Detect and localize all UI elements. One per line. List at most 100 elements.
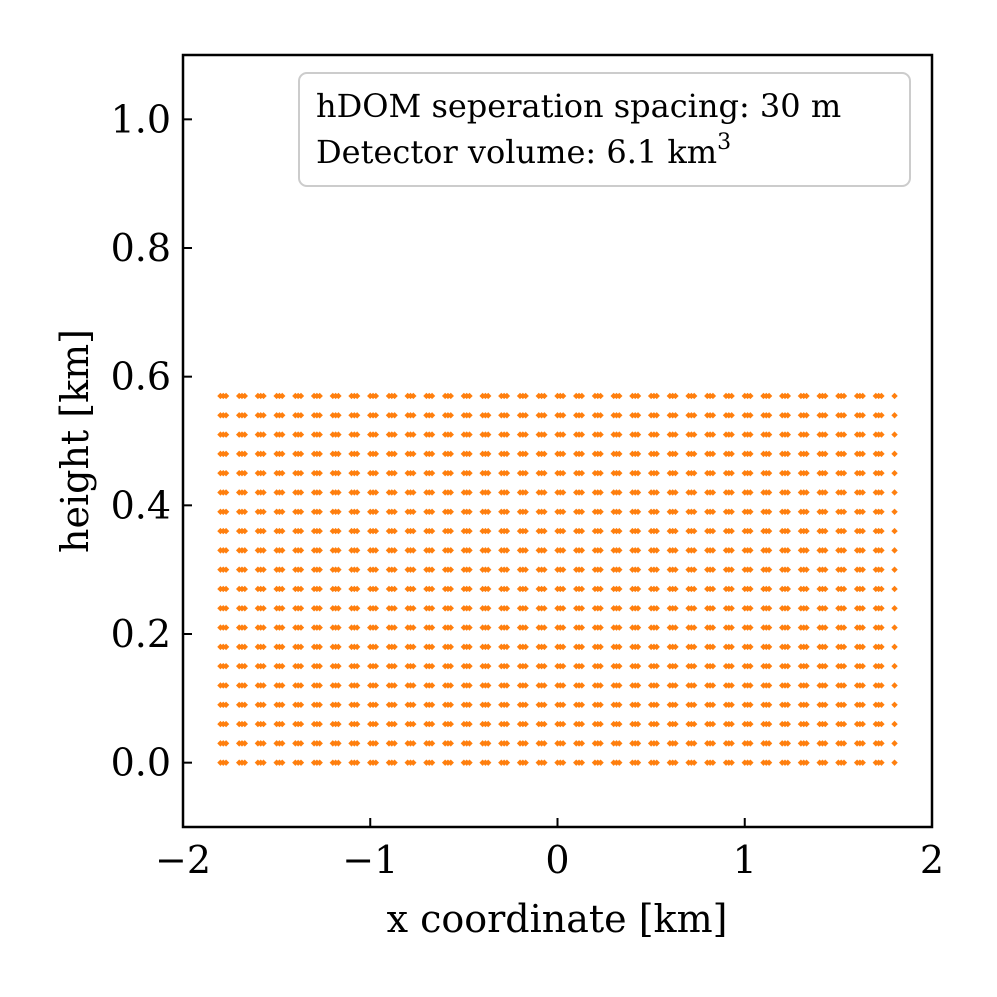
hdom-point (335, 566, 342, 573)
hdom-point (222, 469, 230, 477)
hdom-point (803, 547, 810, 554)
hdom-point (634, 759, 642, 766)
hdom-point (503, 566, 511, 573)
hdom-point (690, 662, 698, 670)
hdom-point (428, 720, 436, 728)
hdom-point (784, 431, 792, 438)
legend-line-spacing: hDOM seperation spacing: 30 m (316, 87, 841, 125)
hdom-point (297, 701, 305, 708)
hdom-point (522, 643, 529, 651)
hdom-point (709, 412, 717, 419)
hdom-point (279, 547, 286, 554)
hdom-point (316, 662, 323, 670)
hdom-point (410, 585, 417, 593)
hdom-point (391, 720, 398, 728)
hdom-point (672, 759, 679, 766)
x-axis-ticks: −2 −1 0 1 2 (155, 818, 944, 882)
hdom-point (891, 701, 898, 708)
hdom-point (428, 469, 436, 477)
hdom-point (466, 547, 473, 554)
hdom-point (410, 412, 417, 419)
y-tick-label: 0.8 (111, 226, 171, 270)
hdom-point (634, 566, 642, 573)
hdom-point (279, 412, 286, 419)
hdom-point (447, 469, 454, 477)
hdom-point (765, 662, 773, 670)
hdom-point (597, 527, 604, 535)
hdom-point (391, 701, 398, 708)
hdom-point (391, 740, 398, 747)
hdom-point (672, 605, 679, 612)
hdom-point (878, 759, 885, 766)
hdom-point (391, 450, 398, 458)
hdom-point (316, 508, 323, 515)
hdom-point (485, 740, 492, 747)
hdom-point (840, 624, 848, 631)
hdom-point (765, 720, 773, 728)
hdom-point (709, 547, 717, 554)
hdom-point (822, 489, 829, 496)
hdom-point (822, 605, 829, 612)
hdom-point (391, 643, 398, 651)
hdom-point (728, 450, 735, 458)
hdom-point (597, 431, 604, 438)
hdom-point (410, 566, 417, 573)
hdom-point (578, 508, 586, 515)
hdom-point (653, 508, 660, 515)
hdom-point (616, 624, 623, 631)
hdom-point (522, 759, 529, 766)
hdom-point (859, 508, 866, 515)
hdom-point (410, 701, 417, 708)
hdom-point (410, 450, 417, 458)
hdom-point (747, 585, 754, 593)
hdom-point (447, 682, 454, 689)
hdom-point (765, 508, 773, 515)
hdom-point (597, 508, 604, 515)
hdom-point (353, 662, 361, 670)
hdom-point (410, 759, 417, 766)
hdom-point (316, 701, 323, 708)
hdom-point (503, 431, 511, 438)
hdom-point (822, 662, 829, 670)
hdom-point (878, 527, 885, 535)
hdom-point (503, 585, 511, 593)
hdom-point (353, 585, 361, 593)
hdom-point (353, 547, 361, 554)
hdom-point (653, 624, 660, 631)
hdom-point (279, 701, 286, 708)
hdom-point (241, 720, 248, 728)
hdom-point (559, 624, 567, 631)
hdom-point (391, 392, 398, 400)
hdom-point (222, 585, 230, 593)
hdom-point (559, 392, 567, 400)
hdom-point (260, 643, 267, 651)
hdom-point (485, 566, 492, 573)
hdom-point (503, 392, 511, 400)
hdom-point (747, 701, 754, 708)
hdom-point (840, 740, 848, 747)
hdom-point (260, 720, 267, 728)
hdom-point (485, 469, 492, 477)
hdom-point (485, 547, 492, 554)
hdom-point (279, 662, 286, 670)
hdom-point (485, 392, 492, 400)
hdom-point (690, 740, 698, 747)
hdom-point (616, 701, 623, 708)
hdom-point (859, 740, 866, 747)
hdom-point (410, 740, 417, 747)
hdom-point (672, 720, 679, 728)
hdom-point (316, 412, 323, 419)
hdom-point (485, 701, 492, 708)
hdom-point (672, 412, 679, 419)
hdom-point (765, 412, 773, 419)
hdom-point (859, 759, 866, 766)
hdom-point (522, 605, 529, 612)
hdom-point (316, 489, 323, 496)
hdom-point (653, 682, 660, 689)
hdom-point (522, 701, 529, 708)
hdom-point (447, 450, 454, 458)
hdom-point (372, 508, 380, 515)
hdom-point (316, 740, 323, 747)
hdom-point (840, 585, 848, 593)
hdom-point (616, 547, 623, 554)
